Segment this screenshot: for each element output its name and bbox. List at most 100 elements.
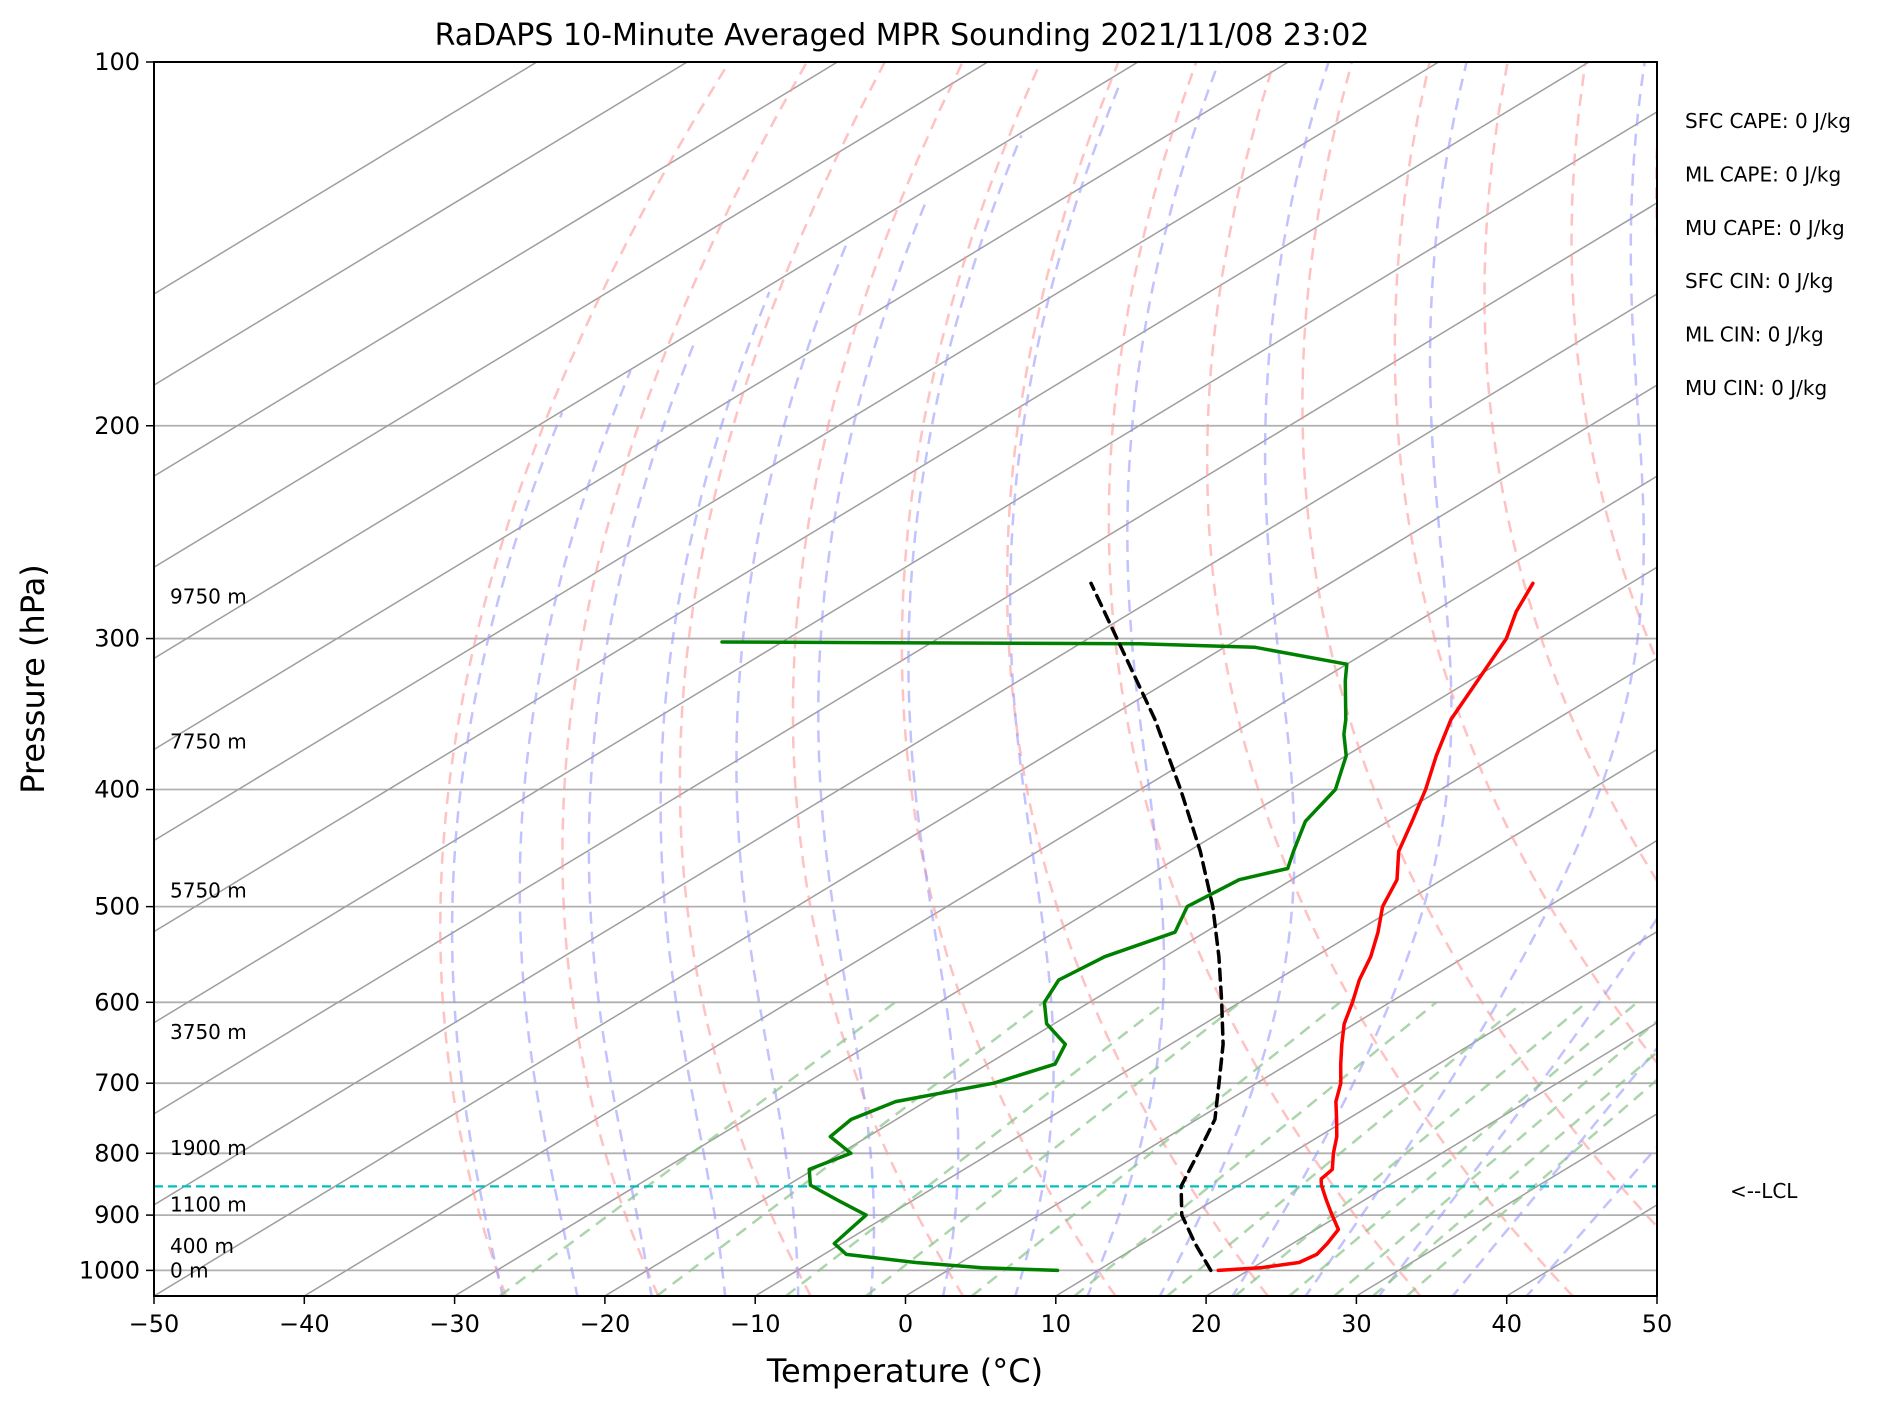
height-labels: 9750 m 7750 m 5750 m 3750 m 1900 m 1100 m 400 … bbox=[170, 585, 247, 1283]
x-tick-label: −30 bbox=[429, 1310, 480, 1338]
height-label: 400 m bbox=[170, 1234, 234, 1258]
stability-index: SFC CAPE: 0 J/kg bbox=[1685, 109, 1851, 133]
moist-adiabat-line bbox=[1008, 87, 1120, 1296]
dry-adiabat-line bbox=[900, 62, 1117, 1296]
x-tick-label: 0 bbox=[898, 1310, 913, 1338]
height-label: 5750 m bbox=[170, 879, 247, 903]
moist-adiabat-line bbox=[817, 199, 928, 1296]
dry-adiabat-line bbox=[561, 62, 808, 1296]
dry-adiabat-line bbox=[791, 62, 965, 1296]
y-tick-label: 500 bbox=[94, 893, 140, 921]
stability-index: MU CAPE: 0 J/kg bbox=[1685, 216, 1845, 240]
x-tick-label: −50 bbox=[129, 1310, 180, 1338]
dry-adiabat-line bbox=[1393, 62, 1657, 1065]
mixing-ratio-line bbox=[1333, 1019, 1657, 1296]
stability-index: ML CAPE: 0 J/kg bbox=[1685, 162, 1841, 186]
dry-adiabat-line bbox=[1107, 62, 1422, 1296]
y-tick-label: 700 bbox=[94, 1069, 140, 1097]
dry-adiabat-line bbox=[1739, 62, 1882, 1296]
moist-adiabat-line bbox=[1377, 916, 1657, 1296]
isotherm-line bbox=[154, 202, 1657, 1115]
height-label: 3750 m bbox=[170, 1020, 247, 1044]
isotherm-line bbox=[154, 62, 1590, 933]
isotherm-line bbox=[1205, 1021, 1657, 1296]
y-tick-label: 300 bbox=[94, 625, 140, 653]
moist-adiabat-line bbox=[1451, 1046, 1657, 1296]
moist-adiabat-line bbox=[450, 412, 564, 1296]
x-tick-label: 40 bbox=[1491, 1310, 1522, 1338]
moist-adiabat-line bbox=[1231, 62, 1468, 1296]
chart-title: RaDAPS 10-Minute Averaged MPR Sounding 2… bbox=[435, 18, 1370, 53]
moist-adiabat-line bbox=[518, 370, 632, 1296]
dry-adiabat-line bbox=[1819, 62, 1882, 1296]
x-tick-label: −20 bbox=[580, 1310, 631, 1338]
isotherm-line bbox=[604, 657, 1657, 1296]
moist-adiabat-line bbox=[1158, 62, 1330, 1296]
series-layer bbox=[720, 581, 1535, 1273]
isotherm-line bbox=[154, 384, 1657, 1296]
stability-index: SFC CIN: 0 J/kg bbox=[1685, 269, 1833, 293]
isotherm-line bbox=[303, 475, 1657, 1296]
isotherm-line bbox=[154, 62, 1439, 842]
moist-adiabat-line bbox=[1086, 62, 1220, 1296]
height-label: 9750 m bbox=[170, 585, 247, 609]
height-label: 1900 m bbox=[170, 1136, 247, 1160]
isotherm-line bbox=[154, 110, 1657, 1024]
isotherm-line bbox=[154, 62, 1139, 660]
stability-indices: SFC CAPE: 0 J/kg ML CAPE: 0 J/kg MU CAPE: … bbox=[1685, 109, 1851, 400]
x-tick-label: 30 bbox=[1341, 1310, 1372, 1338]
isotherm-line bbox=[905, 839, 1657, 1296]
temperature-line bbox=[1216, 581, 1535, 1273]
x-axis: −50 −40 −30 −20 −10 0 10 20 30 40 50 bbox=[129, 1296, 1673, 1338]
isotherm-line bbox=[154, 62, 989, 569]
moist-adiabat-line bbox=[587, 340, 697, 1296]
y-tick-label: 200 bbox=[94, 412, 140, 440]
y-axis: 100 200 300 400 500 600 700 800 900 1000 bbox=[79, 48, 154, 1284]
isotherm-line bbox=[454, 566, 1657, 1296]
isotherm-line bbox=[154, 62, 838, 478]
moist-adiabat-line bbox=[735, 238, 850, 1296]
parcel-line bbox=[1089, 581, 1225, 1273]
height-label: 0 m bbox=[170, 1258, 209, 1282]
height-label: 7750 m bbox=[170, 729, 247, 753]
x-tick-label: 10 bbox=[1041, 1310, 1072, 1338]
dry-adiabat-line bbox=[1005, 62, 1269, 1296]
mixing-ratio-line bbox=[1372, 1050, 1657, 1296]
lcl-label: <--LCL bbox=[1730, 1179, 1798, 1203]
y-tick-label: 100 bbox=[94, 48, 140, 76]
y-tick-label: 800 bbox=[94, 1139, 140, 1167]
isotherm-line bbox=[1656, 1295, 1657, 1296]
dry-adiabat-line bbox=[1654, 123, 1657, 256]
dry-adiabat-line bbox=[439, 62, 731, 1296]
mixing-ratio-line bbox=[498, 1001, 896, 1296]
mixing-ratio-line bbox=[1166, 1001, 1524, 1296]
mixing-ratio-line bbox=[1234, 1001, 1588, 1296]
x-axis-label: Temperature (°C) bbox=[766, 1352, 1043, 1390]
isotherm-line bbox=[154, 293, 1657, 1206]
x-tick-label: 50 bbox=[1642, 1310, 1673, 1338]
dewpoint-line bbox=[720, 640, 1349, 1273]
isotherm-line bbox=[154, 62, 1289, 751]
y-tick-label: 600 bbox=[94, 988, 140, 1016]
moist-adiabat-line bbox=[1304, 62, 1646, 1296]
dry-adiabat-line bbox=[1301, 62, 1657, 1229]
stability-index: ML CIN: 0 J/kg bbox=[1685, 323, 1824, 347]
moist-adiabat-line bbox=[907, 134, 1023, 1296]
x-tick-label: −10 bbox=[730, 1310, 781, 1338]
stability-index: MU CIN: 0 J/kg bbox=[1685, 376, 1827, 400]
moist-adiabat-line bbox=[659, 291, 771, 1296]
y-tick-label: 900 bbox=[94, 1201, 140, 1229]
isotherm-line bbox=[754, 748, 1657, 1296]
isotherm-line bbox=[154, 62, 538, 295]
dry-adiabat-line bbox=[1570, 62, 1657, 665]
mixing-ratio-line bbox=[1288, 1001, 1639, 1296]
mixing-ratio-line bbox=[1073, 1001, 1438, 1296]
height-label: 1100 m bbox=[170, 1192, 247, 1216]
background-lines bbox=[154, 62, 1882, 1296]
y-tick-label: 400 bbox=[94, 776, 140, 804]
mixing-ratio-line bbox=[1406, 1078, 1657, 1296]
dry-adiabat-line bbox=[1483, 62, 1657, 884]
y-axis-label: Pressure (hPa) bbox=[14, 564, 52, 794]
isotherm-line bbox=[154, 62, 688, 386]
